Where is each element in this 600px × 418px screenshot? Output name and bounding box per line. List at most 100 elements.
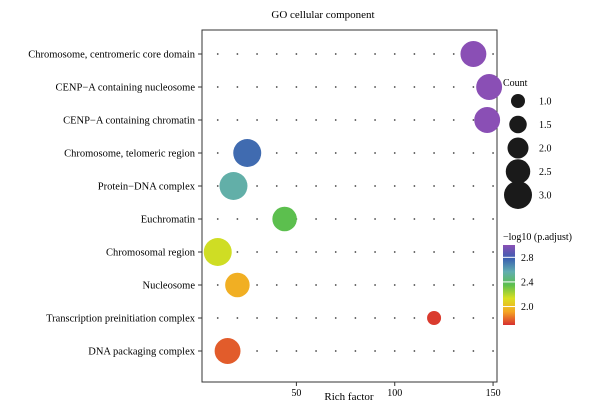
- y-tick-label: Chromosome, centromeric core domain: [28, 50, 196, 61]
- grid-dot: [374, 53, 376, 55]
- size-legend-circle: [511, 94, 525, 108]
- grid-dot: [354, 251, 357, 253]
- grid-dot: [295, 86, 298, 88]
- chart-title: GO cellular component: [271, 9, 374, 21]
- size-legend: 1.0 1.5 2.0 2.5 3.0: [504, 94, 552, 209]
- grid-dot: [393, 119, 396, 121]
- grid-dot: [374, 317, 376, 319]
- y-axis-labels: Chromosome, centromeric core domain CENP−…: [28, 50, 202, 358]
- color-legend-ticks: 2.0 2.4 2.8: [503, 253, 534, 313]
- grid-dot: [256, 284, 258, 286]
- grid-dot: [216, 119, 219, 121]
- grid-dot: [295, 53, 298, 55]
- grid-dot: [374, 251, 376, 253]
- grid-dot: [472, 317, 475, 319]
- plot-panel: [201, 29, 498, 383]
- grid-dot: [236, 86, 239, 88]
- grid-dot: [216, 185, 219, 187]
- grid-dot: [472, 119, 475, 121]
- grid-dot: [275, 284, 278, 286]
- grid-dot: [334, 317, 337, 319]
- size-legend-circle: [507, 137, 529, 159]
- grid-dot: [433, 53, 435, 55]
- x-tick-label: 100: [387, 388, 402, 399]
- grid-dot: [452, 185, 455, 187]
- grid-dot: [334, 86, 337, 88]
- grid-dot: [236, 53, 239, 55]
- grid-dot: [256, 119, 258, 121]
- size-legend-label: 2.5: [539, 167, 552, 178]
- data-point: [460, 41, 487, 67]
- color-bar-label: 2.8: [521, 253, 534, 264]
- grid-dot: [236, 317, 239, 319]
- grid-dot: [295, 350, 298, 352]
- data-point: [427, 311, 442, 325]
- grid-dot: [315, 185, 317, 187]
- grid-dot: [275, 119, 278, 121]
- grid-dot: [334, 350, 337, 352]
- grid-dot: [315, 317, 317, 319]
- grid-dot: [413, 86, 416, 88]
- data-point: [225, 272, 250, 298]
- color-bar: [503, 245, 515, 325]
- grid-dot: [472, 152, 475, 154]
- data-point: [219, 172, 248, 200]
- grid-dot: [393, 317, 396, 319]
- grid-dot: [413, 317, 416, 319]
- grid-dot: [452, 152, 455, 154]
- grid-dot: [334, 53, 337, 55]
- grid-dot: [413, 119, 416, 121]
- grid-dot: [374, 218, 376, 220]
- grid-dot: [275, 53, 278, 55]
- grid-dot: [433, 86, 435, 88]
- grid-dot: [216, 53, 219, 55]
- grid-dot: [315, 284, 317, 286]
- grid-dot: [472, 350, 475, 352]
- grid-dot: [433, 251, 435, 253]
- data-points: [203, 41, 503, 364]
- y-tick-label: Transcription preinitiation complex: [46, 314, 196, 325]
- grid-dot: [374, 284, 376, 286]
- y-tick-label: DNA packaging complex: [88, 347, 195, 358]
- grid-dot: [354, 53, 357, 55]
- grid-dot: [413, 185, 416, 187]
- grid-dot: [256, 53, 258, 55]
- data-point: [214, 338, 241, 364]
- grid-dot: [216, 218, 219, 220]
- grid-dot: [236, 251, 239, 253]
- grid-dot: [393, 218, 396, 220]
- grid-dot: [374, 119, 376, 121]
- grid-dot: [492, 284, 494, 286]
- grid-dot: [452, 53, 455, 55]
- grid-dot: [393, 284, 396, 286]
- y-tick-label: Euchromatin: [141, 215, 196, 226]
- grid-dot: [256, 350, 258, 352]
- grid-dot: [374, 350, 376, 352]
- grid-dot: [315, 119, 317, 121]
- grid-dot: [334, 218, 337, 220]
- grid-dot: [472, 185, 475, 187]
- grid-dot: [275, 317, 278, 319]
- grid-dot: [492, 251, 494, 253]
- grid-dot: [354, 86, 357, 88]
- size-legend-label: 3.0: [539, 191, 552, 202]
- grid-dot: [393, 350, 396, 352]
- grid-dot: [275, 251, 278, 253]
- grid-dot: [374, 86, 376, 88]
- data-point: [272, 206, 297, 232]
- grid-dot: [472, 218, 475, 220]
- grid-dot: [413, 350, 416, 352]
- y-tick-label: CENP−A containing chromatin: [63, 116, 196, 127]
- grid-dot: [452, 350, 455, 352]
- data-point: [203, 238, 232, 266]
- grid-dot: [452, 218, 455, 220]
- grid-dot: [452, 119, 455, 121]
- grid-dot: [315, 152, 317, 154]
- grid-dot: [256, 86, 258, 88]
- x-axis-title: Rich factor: [324, 391, 374, 403]
- y-tick-label: Protein−DNA complex: [98, 182, 196, 193]
- grid-dot: [334, 152, 337, 154]
- grid-dot: [354, 317, 357, 319]
- grid-dot: [492, 53, 494, 55]
- grid-dot: [492, 218, 494, 220]
